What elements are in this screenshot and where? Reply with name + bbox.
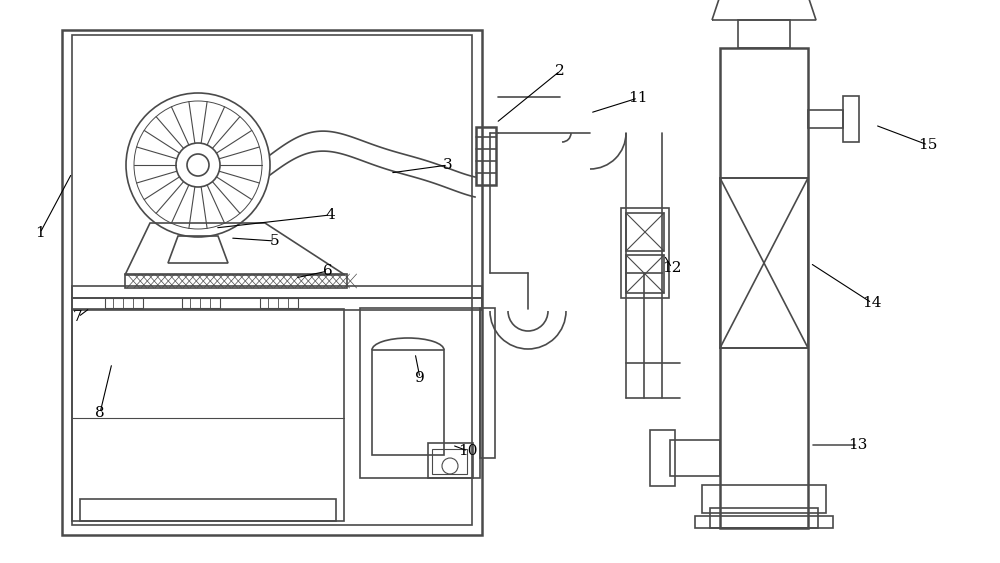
Bar <box>626 213 664 251</box>
Bar <box>695 516 833 528</box>
Bar <box>62 30 482 535</box>
Bar <box>702 485 826 513</box>
Bar <box>182 298 220 308</box>
Text: 12: 12 <box>662 261 682 275</box>
Text: 15: 15 <box>918 138 938 152</box>
Bar <box>432 449 467 474</box>
Bar <box>372 350 444 455</box>
Text: 1: 1 <box>35 226 45 240</box>
Bar <box>72 309 344 521</box>
Bar <box>80 499 336 521</box>
Bar <box>808 110 843 128</box>
Bar <box>72 298 482 310</box>
Text: 3: 3 <box>443 158 453 172</box>
Bar <box>480 308 495 458</box>
Text: 14: 14 <box>862 296 882 310</box>
Bar <box>260 298 298 308</box>
Bar <box>626 255 664 293</box>
Text: 13: 13 <box>848 438 868 452</box>
Bar <box>650 430 675 486</box>
Text: 11: 11 <box>628 91 648 105</box>
Bar <box>720 48 808 528</box>
Text: 2: 2 <box>555 64 565 78</box>
Bar <box>105 298 143 308</box>
Bar <box>621 208 669 298</box>
Text: 8: 8 <box>95 406 105 420</box>
Text: 9: 9 <box>415 371 425 385</box>
Bar <box>476 127 496 185</box>
Bar <box>710 508 818 528</box>
Circle shape <box>187 154 209 176</box>
Text: 6: 6 <box>323 264 333 278</box>
Bar <box>738 20 790 48</box>
Text: 10: 10 <box>458 444 478 458</box>
Text: 4: 4 <box>325 208 335 222</box>
Bar <box>843 96 859 142</box>
Bar <box>72 286 482 298</box>
Bar <box>125 274 347 288</box>
Bar <box>72 35 472 525</box>
Bar <box>360 308 480 478</box>
Text: 7: 7 <box>73 310 83 324</box>
Bar <box>720 178 808 348</box>
Bar <box>428 443 473 478</box>
Text: 5: 5 <box>270 234 280 248</box>
Bar <box>670 440 720 476</box>
